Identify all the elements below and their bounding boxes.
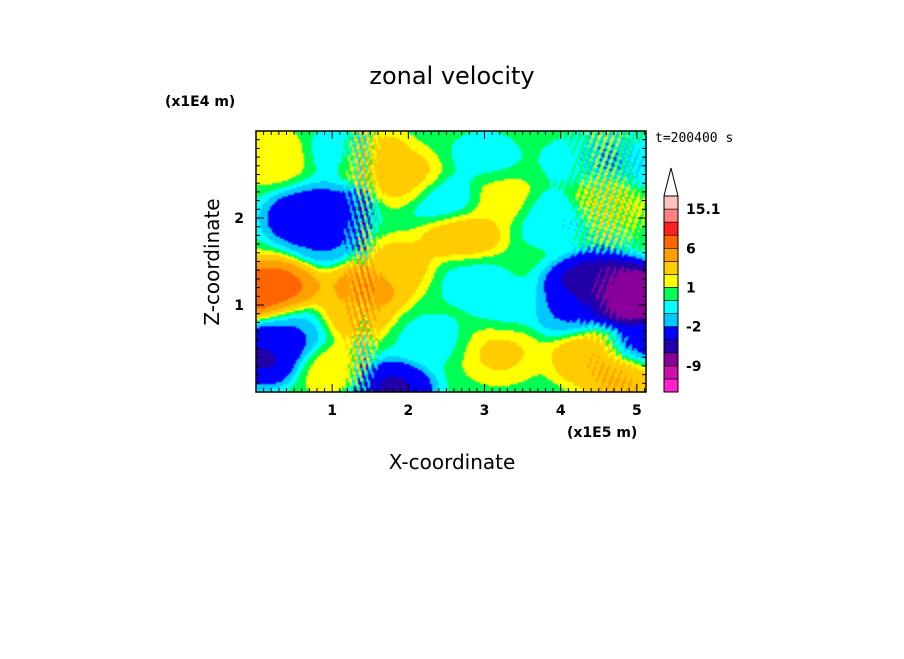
colorbar-swatch (663, 261, 679, 275)
x-tick-label: 2 (403, 403, 413, 419)
x-axis-ticks: 1 2 3 4 5 (263, 131, 645, 419)
colorbar-label: -2 (686, 320, 702, 336)
x-tick-label: 3 (480, 403, 490, 419)
x-axis-label: X-coordinate (389, 450, 516, 474)
colorbar-swatch (663, 274, 679, 288)
colorbar-swatch (663, 300, 679, 314)
colorbar-swatch (663, 313, 679, 327)
colorbar: 15.1 6 1 -2 -9 (663, 167, 721, 393)
colorbar-extend-arrow (663, 167, 679, 197)
colorbar-label: -9 (686, 359, 702, 375)
y-axis-ticks: 12 (234, 139, 646, 384)
chart-title: zonal velocity (369, 62, 534, 90)
colorbar-label: 15.1 (686, 202, 721, 218)
y-tick-label: 1 (234, 298, 244, 314)
colorbar-frame (663, 195, 679, 393)
colorbar-swatch (663, 287, 679, 301)
colorbar-swatch (663, 326, 679, 341)
y-tick-label: 2 (234, 211, 244, 227)
x-tick-label: 4 (556, 403, 566, 419)
y-axis-label: Z-coordinate (200, 198, 224, 325)
colorbar-swatch (663, 234, 679, 249)
plot-area (256, 131, 646, 392)
colorbar-swatch (663, 247, 679, 262)
colorbar-swatch (663, 365, 679, 380)
colorbar-swatch (663, 339, 679, 354)
colorbar-swatch (663, 378, 679, 393)
x-tick-label: 5 (632, 403, 642, 419)
colorbar-swatch (663, 208, 679, 223)
x-tick-label: 1 (327, 403, 337, 419)
field-raster (256, 131, 646, 392)
colorbar-swatch (663, 352, 679, 367)
y-unit-label: (x1E4 m) (165, 94, 235, 110)
colorbar-swatch (663, 221, 679, 236)
colorbar-label: 1 (686, 280, 696, 296)
colorbar-swatch (663, 195, 679, 210)
colorbar-label: 6 (686, 241, 696, 257)
time-label: t=200400 s (655, 131, 733, 146)
x-unit-label: (x1E5 m) (567, 425, 637, 441)
